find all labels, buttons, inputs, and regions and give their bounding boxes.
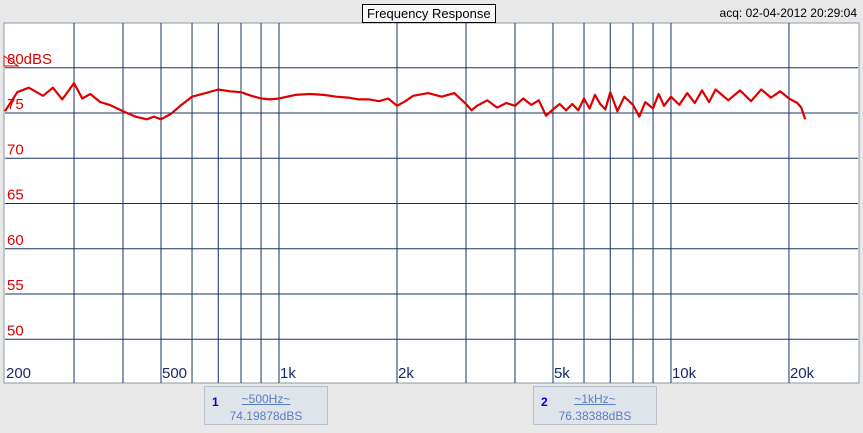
x-tick-label: 20k: [790, 365, 815, 382]
y-tick-label: 80dBS: [7, 51, 52, 68]
x-tick-label: 1k: [280, 365, 296, 382]
x-tick-label: 10k: [672, 365, 697, 382]
cursor-frequency-link[interactable]: ~1kHz~: [574, 392, 616, 406]
x-tick-label: 2k: [398, 365, 414, 382]
y-tick-label: 55: [7, 277, 24, 294]
corner-marker-icon: [3, 55, 20, 67]
y-tick-label: 70: [7, 141, 24, 158]
grid-lines: [5, 23, 858, 383]
acquisition-timestamp: acq: 02-04-2012 20:29:04: [719, 6, 857, 20]
x-tick-label: 200: [6, 365, 31, 382]
y-tick-label: 60: [7, 232, 24, 249]
cursor-frequency-link[interactable]: ~500Hz~: [241, 392, 291, 406]
cursor-value: 74.19878dBS: [229, 409, 303, 423]
x-tick-label: 5k: [554, 365, 570, 382]
frequency-response-line: [4, 81, 807, 121]
cursor-readout-2[interactable]: 2 ~1kHz~ 76.38388dBS: [533, 386, 657, 425]
cursor-readout-1[interactable]: 1 ~500Hz~ 74.19878dBS: [204, 386, 328, 425]
cursor-number: 2: [541, 395, 548, 409]
series-layer: [4, 81, 807, 121]
y-tick-label: 50: [7, 322, 24, 339]
x-axis-labels: 200 500 1k 2k 5k 10k 20k: [6, 365, 815, 382]
chart-title: Frequency Response: [362, 4, 496, 23]
cursor-value: 76.38388dBS: [558, 409, 632, 423]
y-tick-label: 65: [7, 187, 24, 204]
cursor-number: 1: [212, 395, 219, 409]
x-tick-label: 500: [162, 365, 187, 382]
